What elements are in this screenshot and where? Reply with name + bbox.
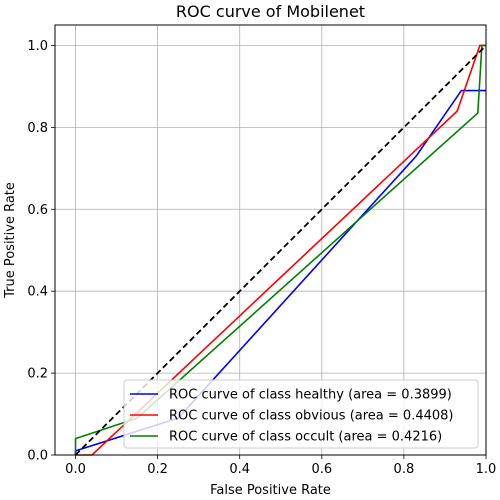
legend-label: ROC curve of class healthy (area = 0.389…	[169, 388, 452, 403]
x-tick-label: 0.4	[229, 462, 250, 477]
y-tick-label: 0.6	[27, 203, 48, 218]
x-tick-label: 0.8	[394, 462, 415, 477]
legend-box	[123, 379, 479, 449]
x-axis-title: False Positive Rate	[210, 483, 331, 498]
y-tick-label: 1.0	[27, 39, 48, 54]
axis-ticks: 0.0 0.2 0.4 0.6 0.8 1.0 0.0 0.2 0.4 0.6 0.8 1.0	[27, 39, 496, 477]
x-tick-label: 0.6	[311, 462, 332, 477]
y-tick-label: 0.8	[27, 121, 48, 136]
x-tick-label: 0.0	[65, 462, 86, 477]
y-tick-label: 0.2	[27, 367, 48, 382]
y-tick-label: 0.4	[27, 285, 48, 300]
y-tick-label: 0.0	[27, 449, 48, 464]
chart-title: ROC curve of Mobilenet	[176, 2, 365, 21]
y-axis-title: True Positive Rate	[3, 182, 18, 299]
plot-frame	[54, 24, 487, 456]
x-tick-label: 1.0	[476, 462, 497, 477]
legend-label: ROC curve of class obvious (area = 0.440…	[169, 409, 453, 424]
legend: ROC curve of class healthy (area = 0.389…	[123, 379, 479, 449]
x-tick-label: 0.2	[147, 462, 168, 477]
roc-series-line	[74, 44, 486, 455]
legend-label: ROC curve of class occult (area = 0.4216…	[169, 430, 442, 445]
